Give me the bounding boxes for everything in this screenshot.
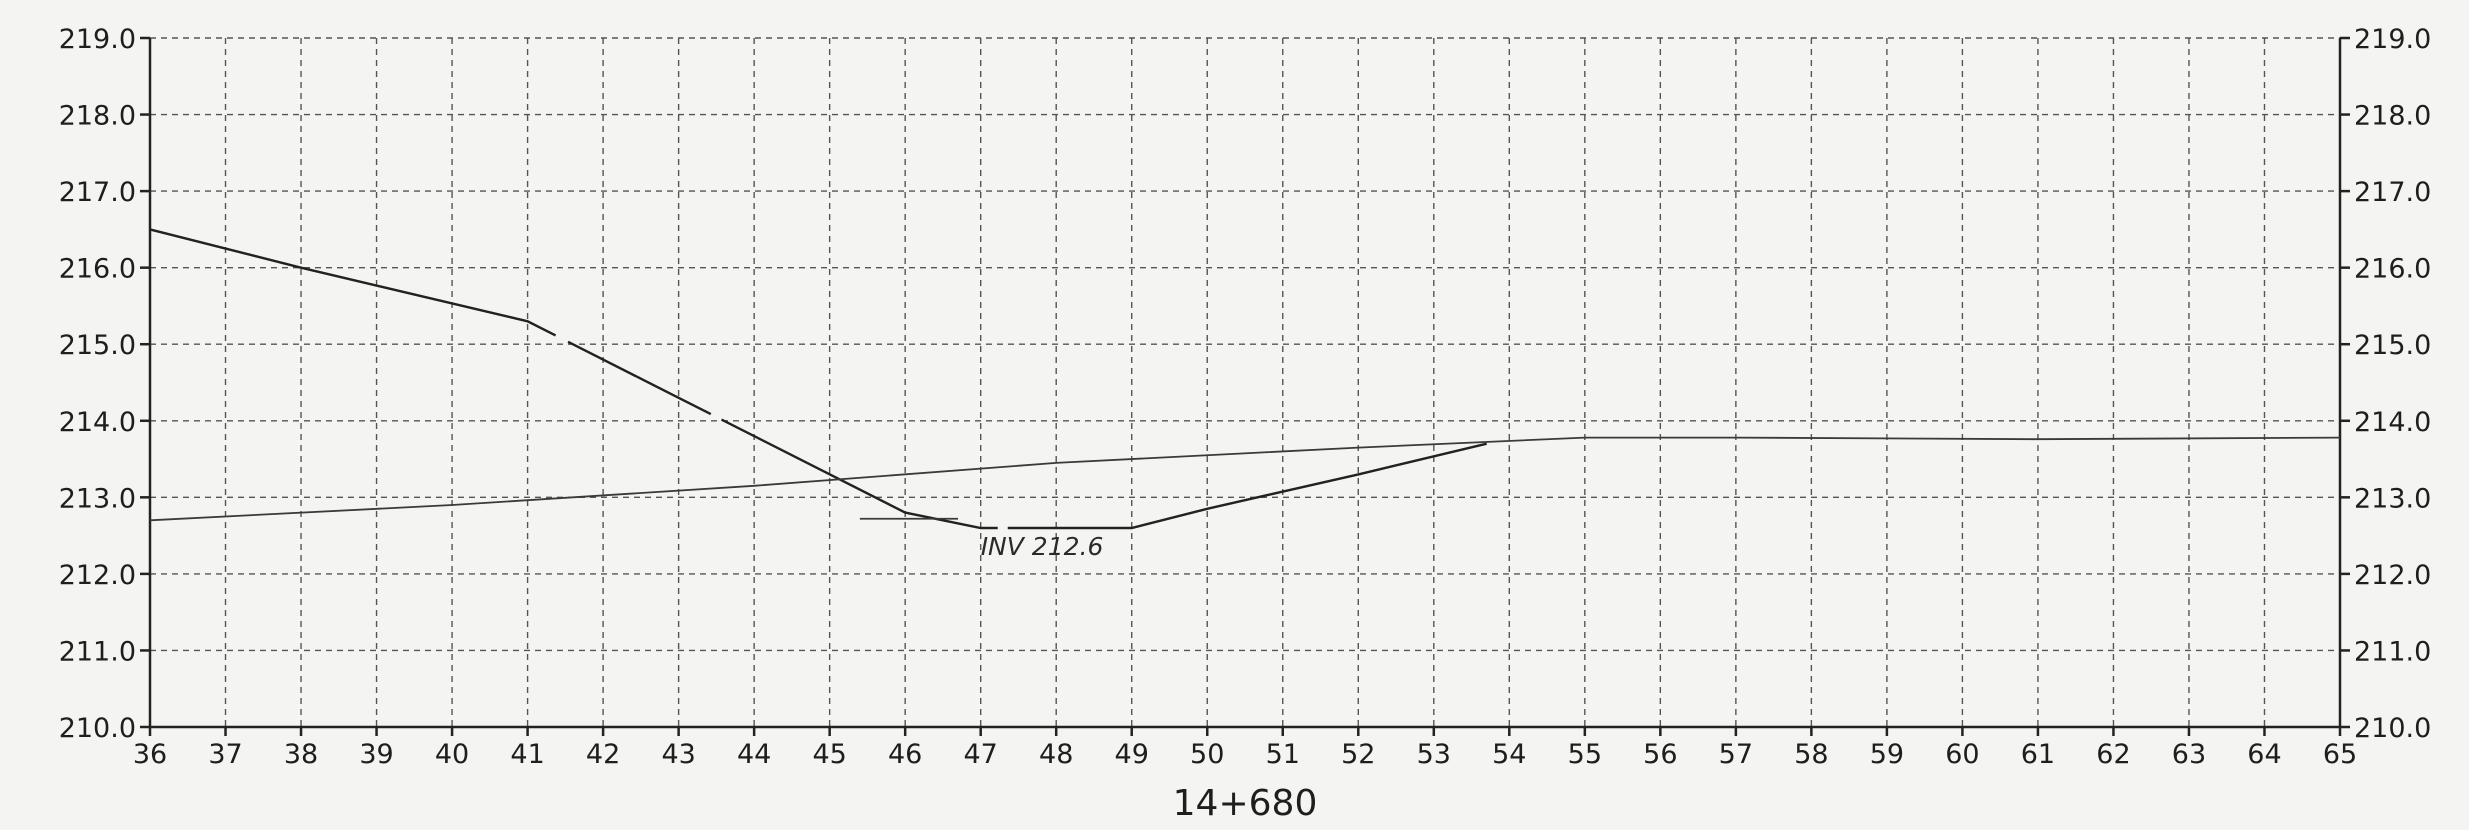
x-tick-label: 36	[133, 739, 167, 770]
x-tick-label: 61	[2021, 739, 2055, 770]
x-tick-label: 42	[586, 739, 620, 770]
x-tick-label: 41	[510, 739, 544, 770]
y-tick-label-right: 219.0	[2354, 24, 2431, 55]
x-tick-label: 49	[1115, 739, 1149, 770]
y-tick-label-right: 218.0	[2354, 101, 2431, 132]
tick-labels: 36 37 38 39 40 41 42 43 44 45 46 47 48 49 50 51 52 53 54 55…	[59, 24, 2432, 770]
x-tick-label: 63	[2172, 739, 2206, 770]
invert-annotation: INV 212.6	[981, 532, 1104, 561]
y-tick-label-right: 214.0	[2354, 407, 2431, 438]
x-tick-label: 54	[1492, 739, 1526, 770]
x-tick-label: 58	[1794, 739, 1828, 770]
x-tick-label: 48	[1039, 739, 1073, 770]
x-tick-label: 57	[1719, 739, 1753, 770]
x-tick-label: 56	[1643, 739, 1677, 770]
y-tick-label-right: 213.0	[2354, 483, 2431, 514]
x-tick-label: 64	[2247, 739, 2281, 770]
series-line-2	[149, 436, 2341, 522]
series-line-1	[149, 228, 1487, 530]
y-tick-label-left: 215.0	[59, 330, 136, 361]
x-tick-label: 50	[1190, 739, 1224, 770]
x-tick-label: 53	[1417, 739, 1451, 770]
series-lines	[149, 228, 2341, 530]
x-tick-label: 39	[359, 739, 393, 770]
x-tick-label: 44	[737, 739, 771, 770]
x-tick-label: 62	[2096, 739, 2130, 770]
x-tick-label: 59	[1870, 739, 1904, 770]
y-tick-label-left: 211.0	[59, 636, 136, 667]
y-tick-label-right: 212.0	[2354, 560, 2431, 591]
x-tick-label: 51	[1266, 739, 1300, 770]
x-tick-label: 55	[1568, 739, 1602, 770]
y-tick-label-left: 218.0	[59, 101, 136, 132]
x-tick-label: 47	[964, 739, 998, 770]
y-tick-label-left: 219.0	[59, 24, 136, 55]
y-tick-label-left: 217.0	[59, 177, 136, 208]
x-tick-label: 65	[2323, 739, 2357, 770]
y-tick-label-left: 213.0	[59, 483, 136, 514]
y-tick-label-left: 214.0	[59, 407, 136, 438]
x-tick-label: 52	[1341, 739, 1375, 770]
y-tick-label-right: 211.0	[2354, 636, 2431, 667]
x-tick-label: 45	[812, 739, 846, 770]
axes	[140, 36, 2350, 736]
x-axis-title: 14+680	[1173, 783, 1318, 824]
x-tick-label: 38	[284, 739, 318, 770]
x-tick-label: 40	[435, 739, 469, 770]
y-tick-label-left: 216.0	[59, 254, 136, 285]
x-tick-label: 37	[208, 739, 242, 770]
y-tick-label-left: 210.0	[59, 713, 136, 744]
x-tick-label: 60	[1945, 739, 1979, 770]
x-tick-label: 43	[661, 739, 695, 770]
y-tick-label-right: 216.0	[2354, 254, 2431, 285]
y-tick-label-right: 215.0	[2354, 330, 2431, 361]
y-tick-label-left: 212.0	[59, 560, 136, 591]
y-tick-label-right: 210.0	[2354, 713, 2431, 744]
y-tick-label-right: 217.0	[2354, 177, 2431, 208]
x-tick-label: 46	[888, 739, 922, 770]
grid	[150, 37, 2340, 727]
